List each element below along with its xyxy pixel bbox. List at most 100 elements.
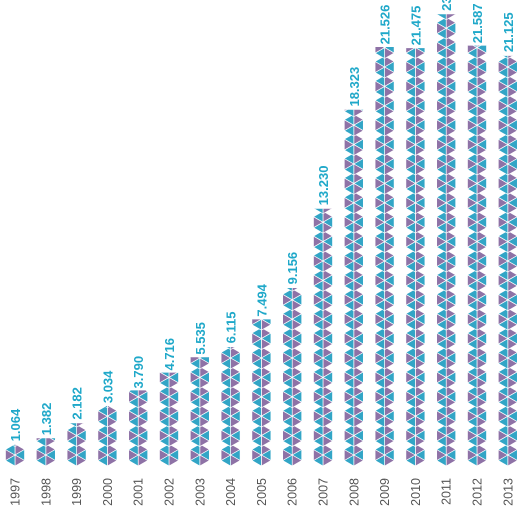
hexagon-icon [97,443,118,467]
hexagon-icon [374,404,395,428]
hexagon-icon [374,113,395,137]
hexagon-icon [466,288,488,312]
hexagon-icon [466,132,488,157]
hexagon-icon [435,94,457,118]
hexagon-icon [220,423,241,448]
hexagon-icon [435,171,457,196]
hexagon-icon [66,423,87,448]
hexagon-icon [466,385,488,409]
hexagon-icon [35,438,57,447]
hexagon-icon [343,249,365,273]
hexagon-icon [374,132,395,157]
hexagon-icon [312,365,334,390]
hexagon-icon [251,326,272,351]
hexagon-icon [4,443,26,467]
hexagon-icon [405,307,426,331]
hexagon-icon [374,191,395,215]
value-label: 3.034 [100,370,115,403]
hexagon-icon [405,443,426,467]
hexagon-icon [343,346,365,370]
hexagon-icon [312,385,334,409]
hexagon-icon [312,346,334,370]
hexagon-icon [497,404,519,428]
hexagon-icon [497,94,519,118]
hexagon-icon [405,229,426,254]
hexagon-icon [497,74,519,99]
hexagon-icon [435,74,457,99]
hexagon-icon [312,326,334,351]
hexagon-icon [343,152,365,176]
hexagon-icon [466,443,488,467]
hexagon-icon [497,423,519,448]
value-label: 3.790 [131,356,146,389]
hexagon-icon [285,287,299,292]
hexagon-icon [466,307,488,331]
x-tick-label: 2004 [224,478,238,506]
hexagon-icon [343,423,365,448]
hexagon-icon [466,229,488,254]
hexagon-icon [405,113,426,137]
hexagon-icon [343,132,365,157]
hexagon-icon [374,171,395,196]
hexagon-icon [435,385,457,409]
hexagon-icon [435,443,457,467]
hexagon-icon [68,423,85,428]
hexagon-icon [220,365,241,390]
hexagon-icon [466,423,488,448]
hexagon-icon [281,385,303,409]
hexagon-icon [343,229,365,254]
value-label: 4.716 [162,338,177,371]
value-label: 21.587 [470,3,485,43]
hexagon-icon [343,191,365,215]
x-tick-label: 2006 [286,478,300,506]
hexagon-icon [312,210,334,234]
hexagon-icon [343,268,365,293]
hexagon-icon [127,390,149,408]
hexagon-icon [343,443,365,467]
hexagon-icon [466,249,488,273]
hexagon-icon [158,423,180,448]
x-tick-label: 2001 [132,478,146,506]
hexagon-icon [435,210,457,234]
hexagon-icon [374,249,395,273]
hexagon-icon [312,249,334,273]
value-label: 9.156 [285,252,300,285]
hexagon-icon [497,346,519,370]
hexagon-icon [189,443,211,467]
hexagon-icon [466,268,488,293]
hexagon-icon [313,208,333,214]
hexagon-icon [405,132,426,157]
hexagon-icon [97,404,118,428]
hexagon-icon [374,74,395,99]
value-label: 13.230 [316,166,331,206]
hexagon-icon [343,109,365,117]
hexagon-icon [251,346,272,370]
hexagon-icon [405,423,426,448]
hexagon-icon [466,365,488,390]
hexagon-icon [435,404,457,428]
hexagon-icon [281,443,303,467]
hexagon-icon [312,268,334,293]
hexagon-icon [374,229,395,254]
value-label: 5.535 [193,322,208,355]
hexagon-icon [374,365,395,390]
x-tick-label: 2005 [255,478,269,506]
hexagon-icon [497,249,519,273]
value-label: 1.064 [8,408,23,441]
value-labels: 1.064 1.382 2.182 3.034 3.790 4.716 5.535 6.115… [8,0,516,441]
hexagon-icon [343,404,365,428]
icon-columns [4,14,519,467]
hexagon-icon [497,132,519,157]
hexagon-icon [405,210,426,234]
x-tick-label: 2003 [193,478,207,506]
hexagon-icon [435,288,457,312]
hexagon-icon [251,423,272,448]
hexagon-icon [158,372,180,389]
hexagon-icon [435,365,457,390]
hexagon-icon [251,443,272,467]
hexagon-icon [466,404,488,428]
hexagon-icon [343,113,365,137]
x-tick-label: 2011 [440,478,454,505]
hexagon-icon [435,35,457,60]
